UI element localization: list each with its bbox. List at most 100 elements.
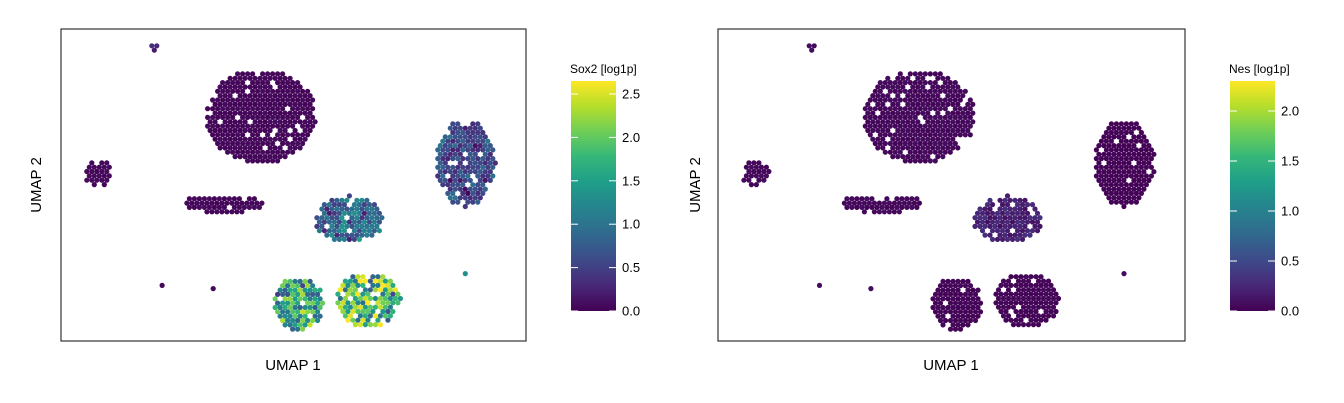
cell-point [1111,143,1117,149]
cell-point [331,210,337,216]
cell-point [1108,164,1114,170]
cell-point [1113,164,1119,170]
cell-point [487,151,493,157]
cell-point [290,326,296,332]
cell-point [907,149,913,155]
cell-point [1148,147,1154,153]
cell-point [912,106,918,112]
cell-point [1005,313,1012,319]
cell-point [220,80,226,86]
cell-point [307,287,313,293]
cell-point [377,287,383,293]
cell-point [1013,291,1019,297]
cell-point [932,71,938,77]
cell-point [904,196,910,202]
cell-point [925,145,931,151]
cell-point [932,291,939,297]
cell-point [247,154,253,160]
cell-point [1111,134,1117,140]
cell-point [952,309,959,315]
cell-point [882,97,888,103]
cell-point [870,110,876,116]
cell-point [340,300,346,306]
cell-point [275,123,281,129]
cell-point [999,228,1006,234]
cell-point [998,308,1004,315]
cell-point [237,101,243,107]
cell-point [1096,151,1102,157]
cell-point [292,304,298,311]
cell-point [321,202,327,208]
cell-point [462,186,468,192]
cell-point [472,151,478,157]
cell-point [255,97,261,103]
cell-point [977,215,983,221]
cell-point [282,93,288,99]
cell-point [1143,147,1149,153]
cell-point [365,300,371,306]
cell-point [892,106,898,112]
cell-point [917,140,923,147]
cell-point [470,147,476,153]
cell-point [942,317,949,324]
cell-point [927,97,933,103]
cell-point [962,106,968,112]
cell-point [1008,282,1014,288]
cell-point [1131,186,1137,192]
cell-point [922,80,928,86]
cell-point [952,80,958,86]
cell-point [1118,164,1124,170]
cell-point [364,197,370,203]
cell-point [292,119,298,125]
cell-point [262,110,268,116]
cell-point [366,228,372,234]
cell-point [979,219,986,225]
cell-point [312,304,318,311]
cell-point [935,287,941,293]
cell-point [987,197,993,203]
cell-point [367,295,373,302]
cell-point [199,200,205,206]
cell-point [1138,138,1144,144]
cell-point [240,97,246,103]
cell-point [214,200,220,206]
cell-point [960,278,966,284]
y-axis-label: UMAP 2 [28,157,45,213]
cell-point [907,158,913,164]
cell-point [927,80,933,86]
cell-point [184,200,190,206]
cell-point [917,158,923,164]
cell-point [895,84,901,90]
cell-point [84,168,90,175]
cell-point [945,110,951,116]
cell-point [1014,219,1021,225]
cell-point [865,127,871,134]
cell-point [470,121,476,127]
cell-point [866,200,873,206]
cell-point [360,308,366,315]
cell-point [354,206,360,212]
cell-point [455,156,461,162]
cell-point [272,110,278,116]
cell-point [977,206,983,212]
cell-point [876,209,883,215]
cell-point [302,136,308,142]
cell-point [480,190,486,196]
cell-point [1014,236,1021,242]
cell-point [957,132,963,138]
cell-point [372,304,378,310]
cell-point [470,138,476,144]
cell-point [201,196,207,202]
cell-point [977,300,984,306]
cell-point [1018,274,1024,280]
cell-point [475,121,481,127]
cell-point [277,119,283,125]
cell-point [915,127,921,134]
cell-point [891,209,898,215]
cell-point [879,204,885,210]
cell-point [285,291,291,297]
cell-point [285,300,291,306]
cell-point [351,210,357,216]
cell-point [211,196,217,202]
cell-point [445,138,451,144]
